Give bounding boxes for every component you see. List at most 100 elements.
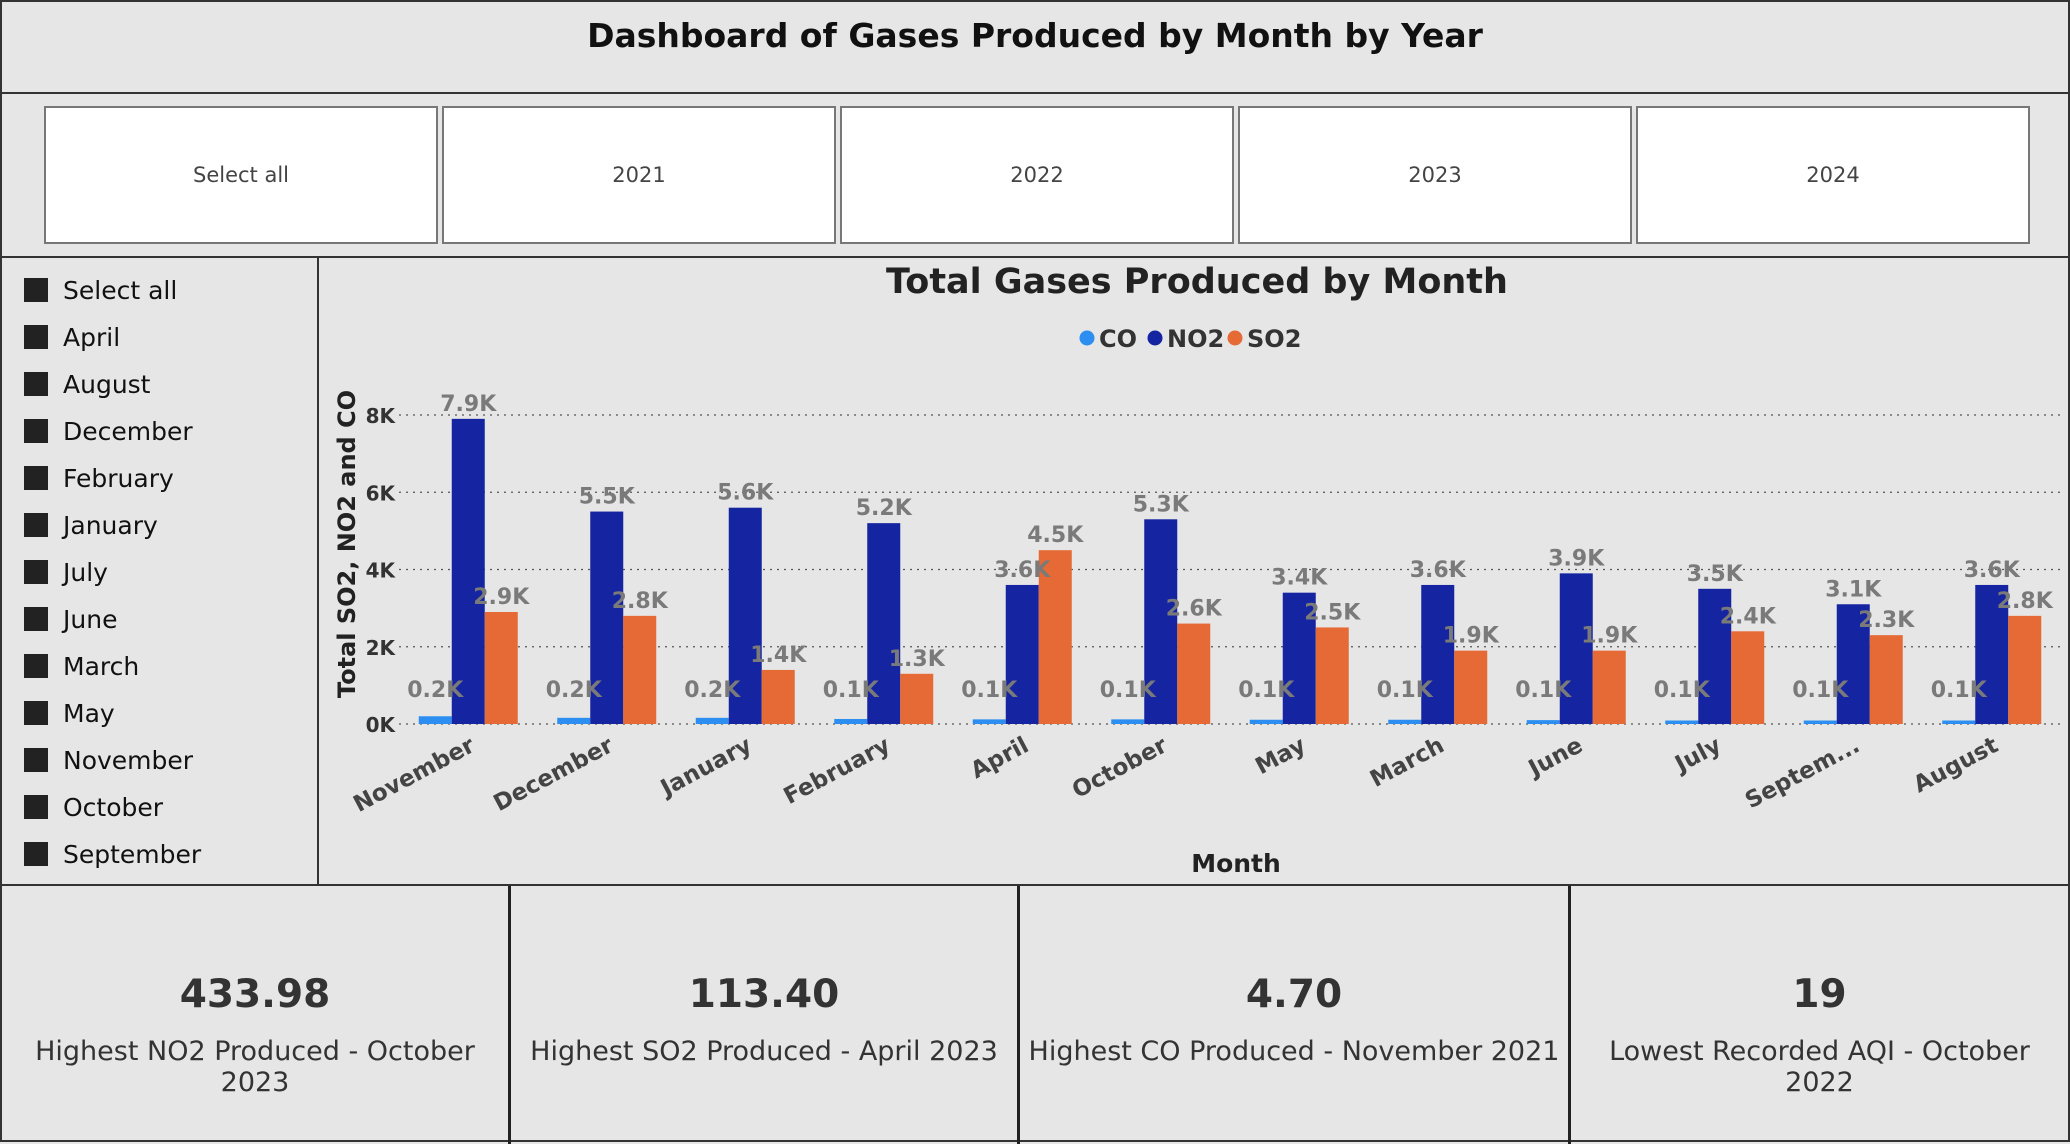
month-item-april[interactable]: April [24,319,120,355]
data-label-co-march: 0.1K [1377,678,1434,703]
checkbox[interactable] [24,325,48,349]
data-label-co-november: 0.2K [407,678,464,703]
kpi-value: 19 [1792,972,1847,1017]
checkbox[interactable] [24,560,48,584]
bar-no2-march[interactable] [1421,584,1455,724]
month-item-november[interactable]: November [24,742,193,778]
bar-so2-november[interactable] [484,611,518,724]
month-item-january[interactable]: January [24,507,158,543]
month-item-september[interactable]: September [24,836,201,872]
bar-co-april[interactable] [972,719,1006,724]
bar-co-august[interactable] [1942,720,1976,724]
data-label-co-october: 0.1K [1100,678,1157,703]
bar-co-february[interactable] [834,718,868,724]
y-tick-label: 0K [366,713,397,737]
x-tick-label: October [1068,732,1172,804]
bar-so2-january[interactable] [761,669,795,724]
year-2024-button[interactable]: 2024 [1636,106,2030,244]
month-item-july[interactable]: July [24,554,108,590]
month-item-may[interactable]: May [24,695,115,731]
chart-title: Total Gases Produced by Month [886,262,1508,302]
bar-co-may[interactable] [1249,719,1283,724]
bar-no2-february[interactable] [867,523,901,724]
bar-no2-october[interactable] [1144,519,1178,724]
bar-co-septem[interactable] [1803,720,1837,724]
checkbox[interactable] [24,466,48,490]
data-label-no2-march: 3.6K [1410,558,1467,583]
legend-swatch-so2 [1227,330,1243,346]
data-label-so2-january: 1.4K [750,643,807,668]
x-tick-label: April [967,732,1033,784]
bar-so2-june[interactable] [1592,650,1626,724]
bar-co-march[interactable] [1388,719,1422,724]
bar-co-december[interactable] [557,717,591,724]
checkbox[interactable] [24,419,48,443]
month-item-december[interactable]: December [24,413,193,449]
x-tick-label: August [1909,732,2002,798]
bar-so2-october[interactable] [1177,623,1211,724]
bar-no2-november[interactable] [451,418,485,724]
bar-co-october[interactable] [1111,719,1145,724]
bar-so2-august[interactable] [2008,615,2042,724]
x-tick-label: November [349,732,479,818]
bar-co-july[interactable] [1665,720,1699,724]
bar-so2-septem[interactable] [1869,635,1903,724]
bar-co-june[interactable] [1526,720,1560,724]
month-item-october[interactable]: October [24,789,163,825]
bar-no2-april[interactable] [1005,584,1039,724]
data-label-so2-november: 2.9K [473,585,530,610]
data-label-so2-october: 2.6K [1166,597,1223,622]
month-item-select-all[interactable]: Select all [24,272,177,308]
month-item-august[interactable]: August [24,366,151,402]
data-label-no2-december: 5.5K [579,485,636,510]
bar-so2-february[interactable] [900,673,934,724]
month-item-march[interactable]: March [24,648,139,684]
data-label-no2-april: 3.6K [994,558,1051,583]
bar-no2-august[interactable] [1975,584,2009,724]
checkbox[interactable] [24,372,48,396]
year-2021-button[interactable]: 2021 [442,106,836,244]
bar-so2-may[interactable] [1315,627,1349,724]
checkbox[interactable] [24,513,48,537]
month-item-february[interactable]: February [24,460,174,496]
year-2022-button[interactable]: 2022 [840,106,1234,244]
bar-so2-march[interactable] [1454,650,1488,724]
year-select-all-button[interactable]: Select all [44,106,438,244]
checkbox[interactable] [24,654,48,678]
bar-co-november[interactable] [418,716,452,724]
data-label-so2-march: 1.9K [1443,624,1500,649]
data-labels: 0.2K 7.9K 2.9K 0.2K 5.5K 2.8K 0.2K 5.6K 1.4K 0.1K… [407,392,2053,703]
month-label: December [63,416,193,446]
data-label-so2-septem: 2.3K [1858,608,1915,633]
checkbox[interactable] [24,607,48,631]
bar-no2-septem[interactable] [1836,604,1870,724]
bar-no2-july[interactable] [1698,588,1732,724]
bar-so2-december[interactable] [623,615,657,724]
data-label-no2-february: 5.2K [856,496,913,521]
kpi-label: Highest NO2 Produced - October 2023 [35,1036,475,1098]
month-label: May [63,698,115,728]
checkbox[interactable] [24,748,48,772]
month-label: Select all [63,275,178,305]
year-2023-button[interactable]: 2023 [1238,106,1632,244]
y-tick-label: 6K [366,481,397,505]
data-label-co-july: 0.1K [1654,678,1711,703]
kpi-divider [508,886,511,1144]
bar-no2-december[interactable] [590,511,624,724]
month-item-june[interactable]: June [24,601,117,637]
bar-no2-june[interactable] [1559,573,1593,724]
checkbox[interactable] [24,701,48,725]
bar-so2-april[interactable] [1038,550,1072,724]
bar-so2-july[interactable] [1731,631,1765,724]
month-label: April [63,322,121,352]
kpi-card-so2: 113.40 Highest SO2 Produced - April 2023 [511,886,1017,1144]
checkbox[interactable] [24,842,48,866]
bar-no2-may[interactable] [1282,592,1316,724]
bar-co-january[interactable] [695,717,729,724]
checkbox[interactable] [24,278,48,302]
kpi-label: Highest CO Produced - November 2021 [1028,1036,1560,1067]
bar-no2-january[interactable] [728,507,762,724]
checkbox[interactable] [24,795,48,819]
y-tick-label: 2K [366,636,397,660]
dashboard-title: Dashboard of Gases Produced by Month by … [587,16,1483,55]
